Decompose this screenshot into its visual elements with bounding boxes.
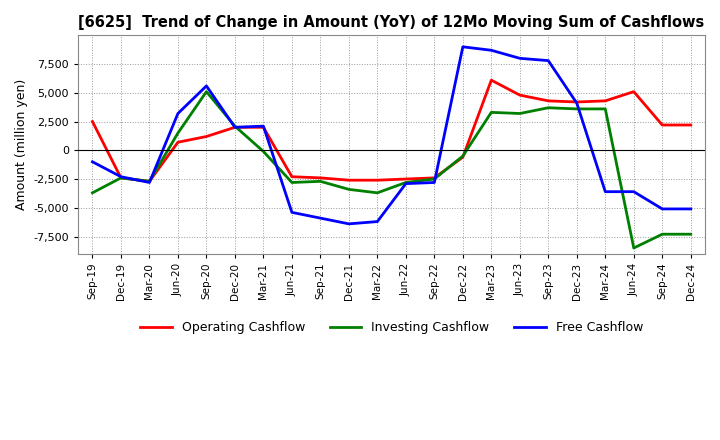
Investing Cashflow bbox=[287, 180, 296, 185]
Free Cashflow bbox=[88, 159, 96, 165]
Free Cashflow bbox=[629, 189, 638, 194]
Investing Cashflow bbox=[345, 187, 354, 192]
Operating Cashflow bbox=[516, 92, 524, 98]
Free Cashflow bbox=[202, 83, 211, 88]
Operating Cashflow bbox=[287, 174, 296, 180]
Investing Cashflow bbox=[629, 246, 638, 251]
Operating Cashflow bbox=[544, 98, 553, 103]
Operating Cashflow bbox=[202, 134, 211, 139]
Operating Cashflow bbox=[601, 98, 610, 103]
Investing Cashflow bbox=[316, 179, 325, 184]
Free Cashflow bbox=[345, 221, 354, 227]
Free Cashflow bbox=[572, 100, 581, 106]
Investing Cashflow bbox=[544, 105, 553, 110]
Free Cashflow bbox=[487, 48, 495, 53]
Investing Cashflow bbox=[658, 231, 667, 237]
Operating Cashflow bbox=[230, 125, 239, 130]
Operating Cashflow bbox=[459, 154, 467, 160]
Title: [6625]  Trend of Change in Amount (YoY) of 12Mo Moving Sum of Cashflows: [6625] Trend of Change in Amount (YoY) o… bbox=[78, 15, 705, 30]
Investing Cashflow bbox=[487, 110, 495, 115]
Free Cashflow bbox=[459, 44, 467, 49]
Investing Cashflow bbox=[572, 106, 581, 112]
Operating Cashflow bbox=[629, 89, 638, 94]
Investing Cashflow bbox=[145, 179, 154, 184]
Investing Cashflow bbox=[202, 89, 211, 94]
Free Cashflow bbox=[430, 180, 438, 185]
Investing Cashflow bbox=[88, 190, 96, 195]
Free Cashflow bbox=[174, 111, 182, 116]
Operating Cashflow bbox=[117, 175, 125, 180]
Line: Free Cashflow: Free Cashflow bbox=[92, 47, 690, 224]
Operating Cashflow bbox=[686, 122, 695, 128]
Free Cashflow bbox=[230, 125, 239, 130]
Operating Cashflow bbox=[658, 122, 667, 128]
Investing Cashflow bbox=[117, 175, 125, 180]
Free Cashflow bbox=[686, 206, 695, 212]
Investing Cashflow bbox=[430, 176, 438, 182]
Investing Cashflow bbox=[230, 124, 239, 129]
Line: Operating Cashflow: Operating Cashflow bbox=[92, 80, 690, 181]
Investing Cashflow bbox=[686, 231, 695, 237]
Legend: Operating Cashflow, Investing Cashflow, Free Cashflow: Operating Cashflow, Investing Cashflow, … bbox=[135, 316, 648, 339]
Free Cashflow bbox=[287, 210, 296, 215]
Investing Cashflow bbox=[516, 111, 524, 116]
Operating Cashflow bbox=[259, 125, 268, 130]
Operating Cashflow bbox=[487, 77, 495, 83]
Free Cashflow bbox=[544, 58, 553, 63]
Operating Cashflow bbox=[316, 175, 325, 180]
Line: Investing Cashflow: Investing Cashflow bbox=[92, 92, 690, 248]
Free Cashflow bbox=[259, 124, 268, 129]
Free Cashflow bbox=[658, 206, 667, 212]
Investing Cashflow bbox=[601, 106, 610, 112]
Free Cashflow bbox=[516, 56, 524, 61]
Free Cashflow bbox=[117, 174, 125, 180]
Investing Cashflow bbox=[259, 149, 268, 154]
Operating Cashflow bbox=[88, 119, 96, 124]
Operating Cashflow bbox=[430, 175, 438, 180]
Operating Cashflow bbox=[402, 176, 410, 182]
Operating Cashflow bbox=[373, 178, 382, 183]
Operating Cashflow bbox=[145, 179, 154, 184]
Free Cashflow bbox=[145, 180, 154, 185]
Investing Cashflow bbox=[459, 154, 467, 159]
Operating Cashflow bbox=[174, 139, 182, 145]
Free Cashflow bbox=[402, 181, 410, 186]
Free Cashflow bbox=[373, 219, 382, 224]
Operating Cashflow bbox=[572, 99, 581, 105]
Operating Cashflow bbox=[345, 178, 354, 183]
Y-axis label: Amount (million yen): Amount (million yen) bbox=[15, 79, 28, 210]
Investing Cashflow bbox=[373, 190, 382, 195]
Free Cashflow bbox=[601, 189, 610, 194]
Free Cashflow bbox=[316, 216, 325, 221]
Investing Cashflow bbox=[174, 130, 182, 136]
Investing Cashflow bbox=[402, 180, 410, 185]
